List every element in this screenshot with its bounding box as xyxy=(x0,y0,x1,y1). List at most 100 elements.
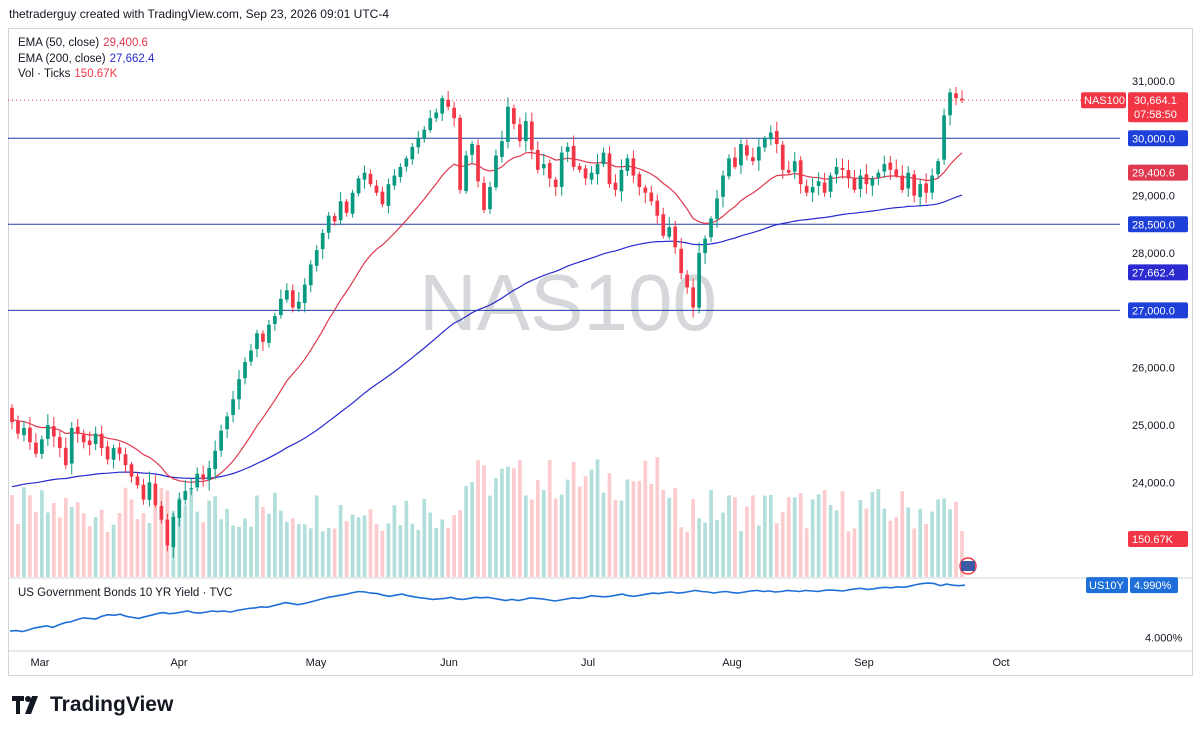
candle[interactable] xyxy=(798,156,803,194)
candle[interactable] xyxy=(34,433,38,458)
candle[interactable] xyxy=(63,437,68,470)
candle[interactable] xyxy=(619,159,624,202)
level-tag-28500[interactable]: 28,500.0 xyxy=(1128,216,1188,233)
candle[interactable] xyxy=(147,471,152,507)
candle[interactable] xyxy=(362,165,367,189)
candle[interactable] xyxy=(153,475,158,508)
candle[interactable] xyxy=(553,176,558,197)
candle[interactable] xyxy=(225,412,229,439)
candle[interactable] xyxy=(368,169,373,187)
candle[interactable] xyxy=(135,472,140,489)
candle[interactable] xyxy=(267,319,271,348)
candle[interactable] xyxy=(529,112,534,160)
candle[interactable] xyxy=(607,146,612,188)
candle[interactable] xyxy=(828,172,833,198)
candle[interactable] xyxy=(314,245,319,272)
candle[interactable] xyxy=(565,142,570,163)
candle[interactable] xyxy=(183,480,188,505)
candle[interactable] xyxy=(715,189,719,228)
candle[interactable] xyxy=(541,153,546,176)
candle[interactable] xyxy=(458,114,462,194)
candle[interactable] xyxy=(374,179,379,196)
candle[interactable] xyxy=(595,154,600,185)
yield-line[interactable] xyxy=(9,582,966,633)
candle[interactable] xyxy=(774,121,779,154)
candle[interactable] xyxy=(237,370,241,410)
candle[interactable] xyxy=(344,199,349,217)
candle[interactable] xyxy=(51,416,56,448)
candle[interactable] xyxy=(768,125,773,146)
candle[interactable] xyxy=(906,165,911,197)
candle[interactable] xyxy=(16,415,20,440)
candle[interactable] xyxy=(195,467,200,492)
candle[interactable] xyxy=(583,164,588,185)
candle[interactable] xyxy=(398,163,403,183)
yield-tag[interactable]: US10Y 4.990% xyxy=(1086,577,1178,594)
current-price-tag[interactable]: NAS100 30,664.1 07:58:50 xyxy=(1081,92,1188,123)
candle[interactable] xyxy=(703,235,707,264)
candle[interactable] xyxy=(762,135,767,153)
candle[interactable] xyxy=(751,147,755,166)
candle[interactable] xyxy=(512,104,516,130)
candle[interactable] xyxy=(69,421,74,475)
candle[interactable] xyxy=(470,140,474,164)
candle[interactable] xyxy=(518,117,522,148)
candle[interactable] xyxy=(28,417,32,450)
candle[interactable] xyxy=(422,126,427,143)
candle[interactable] xyxy=(141,478,146,505)
candle[interactable] xyxy=(655,194,660,224)
candle[interactable] xyxy=(255,329,259,358)
candle[interactable] xyxy=(721,170,725,208)
candle[interactable] xyxy=(589,166,594,185)
volume-tag[interactable]: 150.67K xyxy=(1128,531,1188,547)
candle[interactable] xyxy=(189,477,194,496)
candle[interactable] xyxy=(231,390,235,423)
candle[interactable] xyxy=(888,155,893,180)
candle[interactable] xyxy=(22,420,26,442)
candle[interactable] xyxy=(822,172,827,197)
candle[interactable] xyxy=(416,130,421,154)
candle[interactable] xyxy=(816,172,821,196)
legend-ema200[interactable]: EMA (200, close) 27,662.4 xyxy=(18,52,154,68)
candle[interactable] xyxy=(243,357,247,385)
candle[interactable] xyxy=(380,186,385,208)
candle[interactable] xyxy=(918,179,923,208)
candle[interactable] xyxy=(757,137,761,171)
candle[interactable] xyxy=(488,181,492,214)
candle[interactable] xyxy=(852,170,857,193)
candle[interactable] xyxy=(500,130,504,163)
candle[interactable] xyxy=(948,88,952,126)
candle[interactable] xyxy=(440,95,445,122)
candle[interactable] xyxy=(111,444,116,469)
candle[interactable] xyxy=(105,440,110,465)
candle[interactable] xyxy=(284,283,289,303)
candle[interactable] xyxy=(547,159,552,188)
ema50-tag[interactable]: 29,400.6 xyxy=(1128,164,1188,181)
candle[interactable] xyxy=(679,237,684,280)
candle[interactable] xyxy=(523,112,528,152)
candle[interactable] xyxy=(846,159,851,189)
candle[interactable] xyxy=(745,139,749,161)
candle[interactable] xyxy=(625,154,630,177)
candle[interactable] xyxy=(691,278,695,318)
legend-ema50[interactable]: EMA (50, close) 29,400.6 xyxy=(18,36,154,52)
candle[interactable] xyxy=(261,330,265,352)
candle[interactable] xyxy=(452,101,456,127)
candle[interactable] xyxy=(476,139,480,188)
candle[interactable] xyxy=(834,158,839,184)
candle[interactable] xyxy=(249,343,253,366)
candle[interactable] xyxy=(320,229,325,259)
candle[interactable] xyxy=(900,165,905,193)
candle[interactable] xyxy=(117,442,122,461)
candle[interactable] xyxy=(685,270,690,294)
level-tag-27000[interactable]: 27,000.0 xyxy=(1128,302,1188,319)
yield-legend[interactable]: US Government Bonds 10 YR Yield · TVC xyxy=(18,587,232,599)
candle[interactable] xyxy=(129,461,134,483)
candle[interactable] xyxy=(876,169,881,186)
candle[interactable] xyxy=(804,179,809,197)
candle[interactable] xyxy=(356,175,361,197)
candle[interactable] xyxy=(99,425,104,456)
candle[interactable] xyxy=(870,175,875,196)
candle[interactable] xyxy=(840,158,845,179)
